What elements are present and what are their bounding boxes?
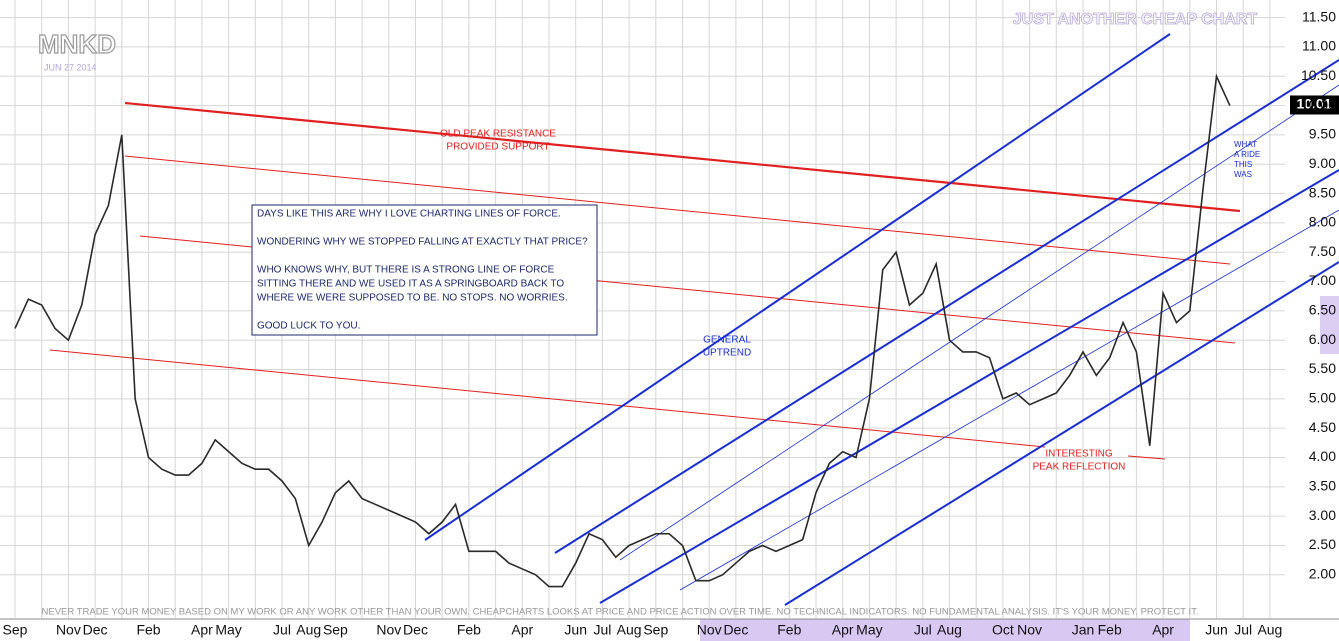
x-tick-label: Dec: [83, 622, 108, 638]
plot: [14, 73, 1231, 588]
blue-line: [619, 84, 1339, 561]
last-price-box: [1290, 95, 1339, 115]
y-tick-label: 3.50: [1309, 478, 1336, 494]
annotation: THIS: [1234, 160, 1252, 169]
annotation: PEAK REFLECTION: [1033, 462, 1126, 473]
price-line: [14, 73, 1231, 588]
annotation: GENERAL: [703, 335, 751, 346]
y-tick-label: 5.00: [1309, 390, 1336, 406]
y-tick-label: 11.00: [1302, 38, 1336, 54]
red-line: [1127, 455, 1166, 460]
annotation: UPTREND: [703, 348, 751, 359]
watermark: JUST ANOTHER CHEAP CHART: [1013, 11, 1258, 28]
red-line: [124, 101, 1241, 213]
x-tick-label: Nov: [697, 622, 722, 638]
y-tick-label: 9.50: [1309, 126, 1336, 142]
x-tick-label: Jul: [273, 622, 291, 638]
note-box: [251, 204, 598, 336]
x-tick-label: Apr: [191, 622, 213, 638]
x-tick-label: Nov: [376, 622, 401, 638]
y-tick-label: 8.50: [1309, 184, 1336, 200]
x-tick-label: Sep: [3, 622, 28, 638]
x-tick-label: Feb: [1098, 622, 1122, 638]
annotation: A RIDE: [1234, 150, 1260, 159]
y-tick-label: 11.50: [1302, 8, 1336, 24]
x-tick-label: Feb: [457, 622, 481, 638]
x-tick-label: Aug: [1257, 622, 1282, 638]
x-tick-label: Dec: [403, 622, 428, 638]
annotation: INTERESTING: [1045, 449, 1112, 460]
x-tick-label: Jul: [1234, 622, 1252, 638]
y-tick-label: 8.00: [1309, 214, 1336, 230]
note-line: WHO KNOWS WHY, BUT THERE IS A STRONG LIN…: [257, 265, 555, 276]
y-tick-label: 5.50: [1309, 360, 1336, 376]
y-tick-label: 10.50: [1301, 67, 1336, 83]
annotation: WAS: [1234, 170, 1252, 179]
annotation: PROVIDED SUPPORT: [446, 142, 549, 153]
annotation: OLD PEAK RESISTANCE: [440, 129, 556, 140]
y-tick-label: 7.50: [1309, 243, 1336, 259]
x-tick-label: Nov: [1017, 622, 1042, 638]
note-line: SITTING THERE AND WE USED IT AS A SPRING…: [257, 279, 564, 290]
x-tick-label: Aug: [937, 622, 962, 638]
x-tick-label: Aug: [296, 622, 321, 638]
x-tick-label: Apr: [832, 622, 854, 638]
date: JUN 27 2014: [44, 62, 97, 72]
x-tick-label: Dec: [723, 622, 748, 638]
red-line: [124, 155, 1231, 265]
axis-marker: [1320, 296, 1339, 354]
y-tick-label: 7.00: [1309, 272, 1336, 288]
note-line: GOOD LUCK TO YOU.: [257, 321, 360, 332]
red-line: [49, 349, 1046, 448]
x-tick-label: Oct: [992, 622, 1014, 638]
y-tick-label: 3.00: [1309, 507, 1336, 523]
annotations: OLD PEAK RESISTANCE PROVIDED SUPPORT GENER…: [440, 129, 1260, 473]
x-tick-label: May: [215, 622, 241, 638]
x-tick-label: Apr: [511, 622, 533, 638]
x-tick-label: Nov: [56, 622, 81, 638]
y-tick-label: 6.50: [1309, 302, 1336, 318]
y-tick-label: 4.00: [1309, 448, 1336, 464]
footer: NEVER TRADE YOUR MONEY BASED ON MY WORK …: [42, 607, 1199, 618]
x-tick-label: Aug: [617, 622, 642, 638]
blue-line: [679, 209, 1339, 591]
y-tick-label: 2.50: [1309, 536, 1336, 552]
annotation: WHAT: [1234, 140, 1257, 149]
y-tick-label: 2.00: [1309, 566, 1336, 582]
note-text: DAYS LIKE THIS ARE WHY I LOVE CHARTING L…: [257, 209, 588, 332]
axis-highlight: [700, 619, 1190, 641]
logo: MNKD: [38, 29, 116, 59]
last-price: 10.01: [1296, 96, 1331, 112]
blue-line: [424, 33, 1171, 541]
x-tick-label: Jan: [1072, 622, 1095, 638]
y-tick-label: 4.50: [1309, 419, 1336, 435]
note-line: WONDERING WHY WE STOPPED FALLING AT EXAC…: [257, 237, 588, 248]
x-tick-label: Jul: [593, 622, 611, 638]
x-tick-label: Sep: [643, 622, 668, 638]
x-tick-label: Jun: [1205, 622, 1228, 638]
y-tick-label: 6.00: [1309, 331, 1336, 347]
blue-line: [784, 261, 1339, 606]
x-tick-label: Jul: [914, 622, 932, 638]
blue-line: [599, 169, 1339, 604]
x-tick-label: Feb: [777, 622, 801, 638]
x-tick-label: Sep: [323, 622, 348, 638]
note-line: DAYS LIKE THIS ARE WHY I LOVE CHARTING L…: [257, 209, 561, 220]
x-tick-label: Jun: [564, 622, 587, 638]
note-line: WHERE WE WERE SUPPOSED TO BE. NO STOPS. …: [257, 293, 568, 304]
x-tick-label: May: [856, 622, 882, 638]
x-tick-label: Apr: [1152, 622, 1174, 638]
y-tick-label: 9.00: [1309, 155, 1336, 171]
x-tick-label: Feb: [136, 622, 160, 638]
y-tick-label: 10.00: [1301, 96, 1336, 112]
